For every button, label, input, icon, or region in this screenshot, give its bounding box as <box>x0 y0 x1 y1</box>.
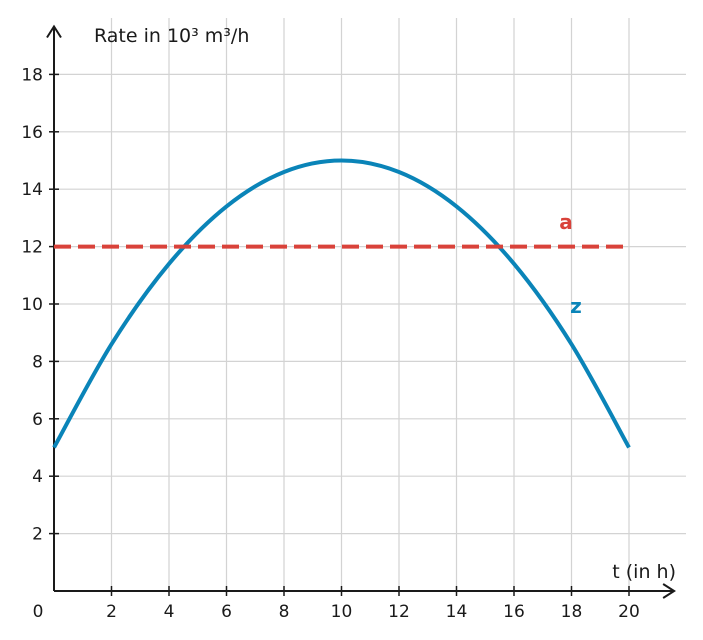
y-tick-label-18: 18 <box>21 65 43 85</box>
y-tick-label-10: 10 <box>21 295 43 315</box>
y-tick-label-2: 2 <box>32 525 43 545</box>
y-axis-arrow <box>46 24 62 39</box>
x-tick-label-4: 4 <box>164 602 175 622</box>
x-tick-label-20: 20 <box>618 602 640 622</box>
series-label-z: z <box>570 294 582 318</box>
x-tick-label-16: 16 <box>503 602 525 622</box>
x-tick-label-18: 18 <box>561 602 583 622</box>
y-tick-label-8: 8 <box>32 352 43 372</box>
y-tick-label-16: 16 <box>21 123 43 143</box>
ticks: 2 4 6 8 10 12 14 16 18 20 2 4 6 8 10 12 14 16 18 <box>21 65 639 622</box>
series-label-a: a <box>559 210 573 234</box>
y-tick-label-4: 4 <box>32 467 43 487</box>
y-tick-label-12: 12 <box>21 238 43 258</box>
x-tick-label-2: 2 <box>106 602 117 622</box>
x-tick-label-12: 12 <box>388 602 410 622</box>
series-line-z <box>52 158 631 449</box>
y-tick-label-14: 14 <box>21 180 43 200</box>
x-tick-label-10: 10 <box>331 602 353 622</box>
series-layer <box>52 158 631 449</box>
x-axis-arrow <box>662 583 676 599</box>
x-tick-label-14: 14 <box>446 602 468 622</box>
origin-label: 0 <box>33 602 44 622</box>
y-tick-label-6: 6 <box>32 410 43 430</box>
x-axis-label: t (in h) <box>612 561 676 583</box>
grid <box>54 18 686 591</box>
y-axis-label: Rate in 10³ m³/h <box>94 25 249 47</box>
x-tick-label-8: 8 <box>279 602 290 622</box>
x-tick-label-6: 6 <box>221 602 232 622</box>
